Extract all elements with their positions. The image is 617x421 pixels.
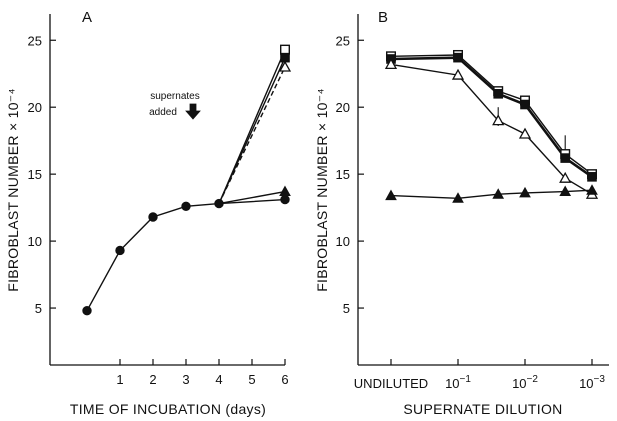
data-point-open-triangle	[559, 171, 572, 183]
data-point-open-triangle	[518, 127, 532, 139]
y-axis-title: FIBROBLAST NUMBER × 10⁻⁴	[314, 88, 330, 292]
panel-b: 5 10 15 20 25 UNDILUTED 10−1 10−2 10−3 SUPERNATE …	[314, 9, 609, 417]
data-point-filled-square	[587, 172, 597, 182]
data-point-filled-circle	[82, 306, 92, 316]
series-line-open-triangle	[390, 63, 593, 195]
panel-a: 5 10 15 20 25 1 2 3 4 5 6 TIME OF INCUBATION (days)…	[5, 9, 292, 417]
y-tick-label: 5	[343, 301, 350, 316]
annotation-line1: supernates	[150, 91, 199, 102]
x-axis-title: TIME OF INCUBATION (days)	[70, 401, 266, 417]
annotation-line2: added	[149, 107, 177, 118]
x-tick-label: 10−1	[445, 374, 471, 391]
data-point-filled-triangle	[452, 192, 464, 203]
y-tick-label: 25	[336, 33, 350, 48]
panel-label: B	[378, 9, 388, 26]
data-point-open-triangle	[451, 68, 465, 80]
data-point-filled-circle	[280, 194, 290, 205]
x-tick-label: 5	[248, 372, 255, 387]
x-tick-label: 2	[149, 372, 156, 387]
data-point-filled-square	[493, 89, 503, 99]
y-tick-label: 15	[28, 167, 42, 182]
data-point-filled-circle	[214, 198, 224, 209]
data-point-open-square	[280, 44, 291, 55]
panel-label: A	[82, 9, 92, 26]
data-point-filled-triangle	[385, 189, 397, 201]
data-point-open-triangle	[492, 114, 505, 126]
y-tick-label: 20	[336, 100, 350, 115]
x-tick-label: 1	[116, 372, 123, 387]
data-point-filled-circle	[181, 201, 191, 211]
data-point-filled-triangle	[586, 184, 598, 195]
data-point-filled-circle	[115, 245, 125, 256]
data-point-filled-square	[520, 99, 530, 110]
arrow-down-icon	[185, 103, 201, 120]
x-tick-label: 10−2	[512, 374, 538, 391]
data-point-filled-triangle	[492, 188, 505, 199]
y-tick-label: 20	[28, 100, 42, 115]
x-tick-label: UNDILUTED	[354, 376, 428, 391]
data-point-filled-square	[280, 52, 290, 63]
series-line-filled-circle	[86, 198, 286, 312]
data-point-filled-circle	[148, 212, 158, 222]
data-point-open-triangle	[384, 58, 398, 70]
y-tick-label: 10	[28, 234, 42, 249]
data-point-filled-square	[453, 52, 463, 63]
series-line-filled-triangle	[390, 189, 593, 200]
data-point-filled-square	[560, 153, 571, 163]
y-axis-title: FIBROBLAST NUMBER × 10⁻⁴	[5, 88, 21, 292]
data-point-filled-triangle	[279, 185, 291, 197]
y-tick-label: 10	[336, 234, 350, 249]
x-axis-title: SUPERNATE DILUTION	[403, 401, 562, 417]
data-point-open-triangle	[278, 60, 292, 72]
y-tick-label: 25	[28, 33, 42, 48]
x-tick-label: 4	[215, 372, 222, 387]
series-line-open-triangle	[218, 66, 286, 204]
x-tick-label: 3	[182, 372, 189, 387]
y-tick-label: 5	[35, 301, 42, 316]
data-point-filled-triangle	[559, 185, 572, 197]
series-line-filled-triangle	[218, 190, 286, 205]
x-tick-label: 10−3	[579, 374, 605, 391]
x-tick-label: 6	[281, 372, 288, 387]
data-point-filled-triangle	[519, 186, 531, 198]
y-tick-label: 15	[336, 167, 350, 182]
